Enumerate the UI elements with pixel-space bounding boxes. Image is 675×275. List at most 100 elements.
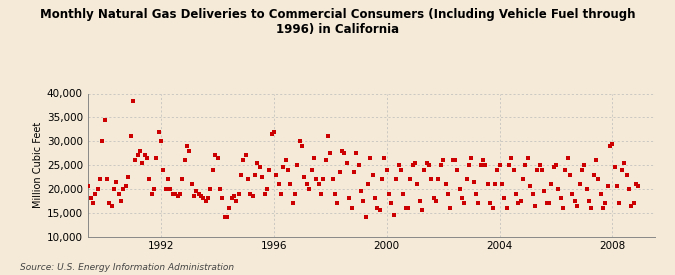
Point [212, 156, 223, 160]
Point [597, 206, 608, 210]
Point [304, 187, 315, 191]
Point [534, 163, 545, 167]
Point [353, 163, 364, 167]
Point [362, 182, 373, 186]
Point [320, 158, 331, 163]
Point [144, 177, 155, 182]
Point [165, 187, 176, 191]
Point [275, 191, 286, 196]
Point [245, 191, 256, 196]
Point [113, 191, 124, 196]
Point [346, 206, 357, 210]
Point [107, 203, 117, 208]
Point [207, 167, 218, 172]
Point [572, 203, 583, 208]
Point [179, 158, 190, 163]
Point [610, 165, 620, 170]
Point [445, 206, 456, 210]
Point [85, 196, 96, 200]
Point [219, 215, 230, 220]
Point [191, 189, 202, 193]
Point [492, 167, 503, 172]
Point [200, 199, 211, 203]
Point [128, 98, 138, 103]
Point [379, 156, 390, 160]
Point [475, 163, 486, 167]
Point [367, 172, 378, 177]
Point [468, 180, 479, 184]
Point [259, 191, 270, 196]
Point [470, 191, 481, 196]
Point [633, 184, 644, 189]
Point [614, 201, 625, 205]
Point [306, 167, 317, 172]
Point [473, 201, 484, 205]
Point [396, 167, 406, 172]
Point [532, 167, 543, 172]
Point [524, 184, 535, 189]
Point [461, 177, 472, 182]
Point [327, 177, 338, 182]
Point [95, 177, 105, 182]
Point [602, 184, 613, 189]
Point [527, 191, 538, 196]
Point [167, 191, 178, 196]
Point [182, 144, 192, 148]
Point [224, 206, 235, 210]
Point [454, 187, 465, 191]
Point [193, 191, 204, 196]
Point [621, 172, 632, 177]
Point [184, 148, 194, 153]
Point [271, 172, 281, 177]
Point [440, 182, 451, 186]
Point [497, 182, 508, 186]
Point [459, 201, 470, 205]
Point [616, 167, 627, 172]
Point [71, 146, 82, 150]
Point [565, 172, 576, 177]
Point [416, 208, 427, 213]
Point [407, 163, 418, 167]
Point [515, 199, 526, 203]
Point [99, 117, 110, 122]
Point [456, 196, 467, 200]
Point [269, 130, 279, 134]
Point [188, 194, 199, 198]
Point [612, 184, 622, 189]
Point [546, 182, 557, 186]
Point [92, 187, 103, 191]
Point [137, 160, 148, 165]
Point [109, 187, 119, 191]
Text: Source: U.S. Energy Information Administration: Source: U.S. Energy Information Administ… [20, 263, 234, 272]
Point [215, 187, 225, 191]
Point [372, 206, 383, 210]
Point [624, 187, 634, 191]
Point [438, 158, 449, 163]
Point [311, 177, 322, 182]
Point [238, 158, 249, 163]
Point [158, 167, 169, 172]
Point [170, 191, 181, 196]
Point [591, 158, 601, 163]
Point [358, 199, 369, 203]
Point [553, 187, 564, 191]
Point [102, 177, 113, 182]
Point [431, 199, 441, 203]
Point [630, 182, 641, 186]
Point [466, 156, 477, 160]
Point [186, 182, 197, 186]
Point [339, 151, 350, 155]
Point [97, 139, 108, 143]
Point [558, 206, 568, 210]
Point [400, 206, 411, 210]
Point [221, 215, 232, 220]
Point [593, 177, 603, 182]
Point [90, 191, 101, 196]
Point [334, 170, 345, 174]
Point [329, 191, 340, 196]
Point [325, 151, 335, 155]
Point [381, 167, 392, 172]
Point [318, 177, 329, 182]
Point [424, 163, 435, 167]
Point [290, 191, 300, 196]
